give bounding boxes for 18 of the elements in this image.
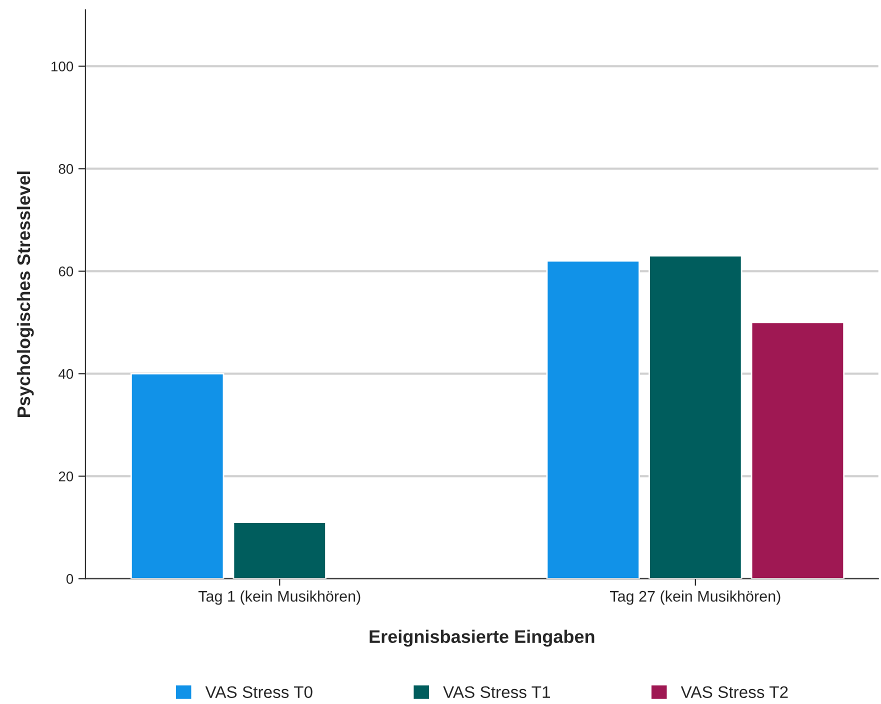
- bar: [750, 322, 845, 579]
- y-tick-label: 40: [58, 369, 74, 379]
- y-tick-label: 0: [66, 574, 74, 584]
- bar: [546, 260, 640, 579]
- x-tick-label: Tag 1 (kein Musikhören): [198, 590, 360, 605]
- bar: [232, 522, 326, 579]
- y-tick-label: 80: [58, 164, 74, 174]
- y-tick-label: 60: [58, 266, 74, 276]
- bar: [648, 255, 742, 579]
- y-axis-title: Psychologisches Stresslevel: [16, 172, 34, 417]
- bar: [130, 373, 224, 579]
- legend-label: VAS Stress T0: [205, 686, 312, 698]
- y-tick-label: 20: [58, 472, 74, 482]
- x-tick-label: Tag 27 (kein Musikhören): [610, 590, 780, 605]
- legend-label: VAS Stress T2: [680, 686, 788, 698]
- legend-label: VAS Stress T1: [443, 686, 550, 698]
- y-tick-label: 100: [52, 62, 74, 72]
- x-axis-title: Ereignisbasierte Eingaben: [370, 630, 594, 647]
